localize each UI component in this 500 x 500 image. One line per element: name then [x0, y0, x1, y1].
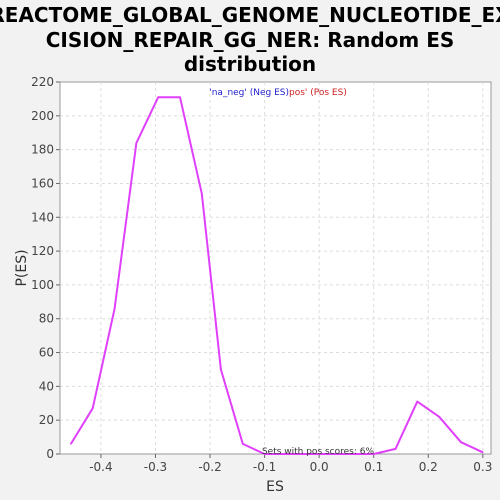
chart-title: REACTOME_GLOBAL_GENOME_NUCLEOTIDE_EX CIS… — [0, 3, 500, 76]
title-line-1: REACTOME_GLOBAL_GENOME_NUCLEOTIDE_EX — [0, 3, 500, 27]
legend-neg: 'na_neg' (Neg ES) — [209, 88, 289, 98]
data-point — [438, 416, 441, 418]
data-point — [460, 441, 462, 444]
x-axis-label: ES — [266, 479, 284, 495]
data-point — [394, 448, 397, 450]
data-point — [351, 453, 353, 455]
data-point — [263, 453, 266, 455]
data-point — [329, 453, 331, 455]
y-tick-label: 80 — [39, 312, 54, 326]
x-tick-label: -0.4 — [89, 460, 112, 474]
legend-pos: pos' (Pos ES) — [289, 88, 347, 98]
x-tick-label: 0.3 — [473, 460, 492, 474]
data-point — [201, 192, 203, 195]
series-lines — [70, 96, 484, 455]
data-point — [135, 142, 138, 144]
data-point — [220, 368, 222, 371]
y-tick-label: 60 — [39, 346, 54, 360]
x-tick-label: 0.0 — [310, 460, 329, 474]
y-tick-label: 100 — [31, 278, 54, 292]
data-point — [242, 443, 244, 445]
data-point — [372, 453, 375, 455]
data-point — [113, 307, 116, 310]
data-point — [91, 407, 94, 410]
plot-area — [59, 81, 492, 455]
x-tick-label: 0.2 — [419, 460, 438, 474]
x-tick-label: -0.3 — [144, 460, 167, 474]
legend: 'na_neg' (Neg ES) pos' (Pos ES) — [209, 88, 347, 98]
pos-scores-annotation: Sets with pos scores: 6% — [262, 447, 375, 457]
y-tick-label: 220 — [31, 75, 54, 89]
data-point — [416, 400, 419, 403]
data-point — [179, 96, 181, 98]
data-point — [482, 451, 484, 454]
y-tick-label: 40 — [39, 379, 54, 393]
y-tick-label: 200 — [31, 109, 54, 123]
y-tick-label: 0 — [46, 447, 54, 461]
data-point — [157, 96, 159, 98]
y-tick-label: 140 — [31, 210, 54, 224]
y-tick-label: 180 — [31, 143, 54, 157]
y-tick-label: 120 — [31, 244, 54, 258]
title-line-3: distribution — [184, 52, 316, 76]
series-line — [70, 96, 484, 455]
data-point — [285, 453, 288, 455]
y-tick-label: 20 — [39, 413, 54, 427]
data-point — [70, 443, 72, 445]
x-tick-label: 0.1 — [364, 460, 383, 474]
y-tick-label: 160 — [31, 176, 54, 190]
x-tick-label: -0.1 — [253, 460, 276, 474]
axis-ticks: 0 20 40 60 80 100 120 140 160 180 200 220 -0.4 -0.3 -0… — [31, 75, 492, 474]
y-axis-label: P(ES) — [14, 249, 30, 286]
data-point — [307, 453, 310, 455]
title-line-2: CISION_REPAIR_GG_NER: Random ES — [46, 28, 455, 52]
grid — [60, 82, 491, 454]
x-tick-label: -0.2 — [198, 460, 221, 474]
